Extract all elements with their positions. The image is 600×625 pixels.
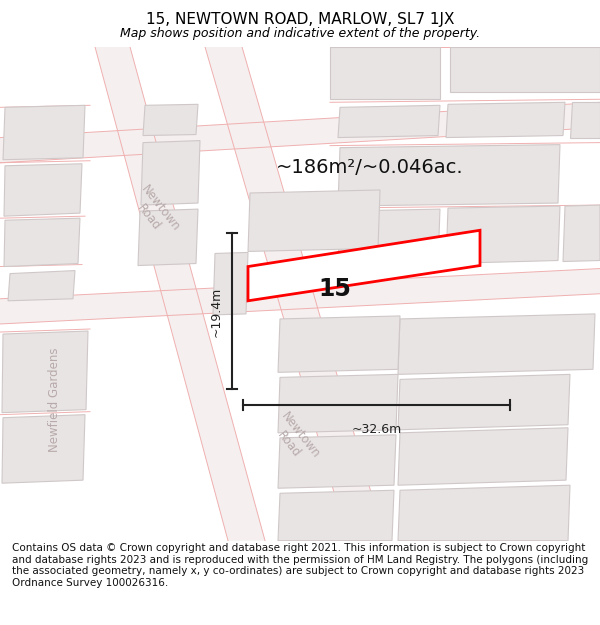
Polygon shape — [4, 164, 82, 216]
Polygon shape — [4, 218, 80, 266]
Polygon shape — [3, 106, 85, 160]
Polygon shape — [338, 209, 440, 266]
Polygon shape — [0, 102, 600, 162]
Polygon shape — [2, 331, 88, 412]
Text: Map shows position and indicative extent of the property.: Map shows position and indicative extent… — [120, 27, 480, 40]
Polygon shape — [450, 47, 600, 92]
Polygon shape — [0, 269, 600, 324]
Text: 15, NEWTOWN ROAD, MARLOW, SL7 1JX: 15, NEWTOWN ROAD, MARLOW, SL7 1JX — [146, 12, 454, 27]
Text: Newfield Gardens: Newfield Gardens — [49, 348, 62, 452]
Polygon shape — [446, 102, 565, 138]
Polygon shape — [278, 316, 400, 372]
Polygon shape — [8, 271, 75, 301]
Polygon shape — [398, 485, 570, 541]
Text: Newtown
Road: Newtown Road — [127, 183, 183, 243]
Polygon shape — [278, 435, 396, 488]
Polygon shape — [338, 144, 560, 206]
Polygon shape — [398, 314, 595, 374]
Polygon shape — [330, 47, 440, 99]
Polygon shape — [570, 102, 600, 138]
Polygon shape — [143, 104, 198, 136]
Polygon shape — [278, 374, 398, 432]
Polygon shape — [141, 141, 200, 205]
Text: ~32.6m: ~32.6m — [352, 422, 401, 436]
Polygon shape — [2, 414, 85, 483]
Polygon shape — [95, 47, 265, 541]
Polygon shape — [278, 490, 394, 541]
Text: ~19.4m: ~19.4m — [209, 286, 223, 336]
Polygon shape — [398, 374, 570, 430]
Text: Newtown
Road: Newtown Road — [267, 410, 323, 470]
Polygon shape — [138, 209, 198, 266]
Polygon shape — [213, 253, 248, 315]
Polygon shape — [248, 190, 380, 251]
Polygon shape — [248, 230, 480, 301]
Text: Contains OS data © Crown copyright and database right 2021. This information is : Contains OS data © Crown copyright and d… — [12, 543, 588, 588]
Text: 15: 15 — [319, 277, 352, 301]
Polygon shape — [205, 47, 385, 541]
Polygon shape — [563, 205, 600, 261]
Text: ~186m²/~0.046ac.: ~186m²/~0.046ac. — [276, 158, 464, 177]
Polygon shape — [446, 206, 560, 264]
Polygon shape — [338, 106, 440, 138]
Polygon shape — [398, 428, 568, 485]
